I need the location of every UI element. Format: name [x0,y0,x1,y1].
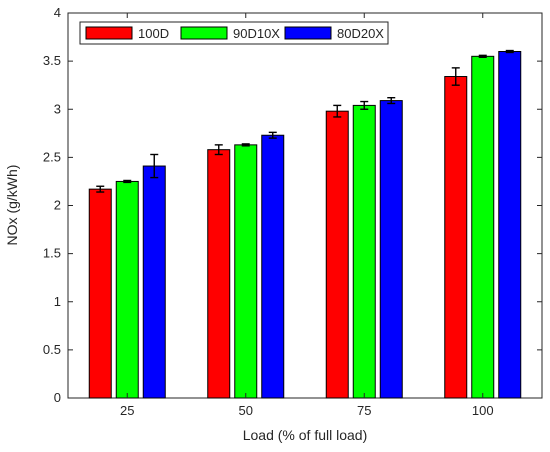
bar-80D20X-25 [142,165,166,399]
legend-swatch-80D20X [284,26,332,40]
bar-90D10X-50 [234,144,258,399]
bar-80D20X-50 [261,134,285,399]
bar-100D-50 [207,149,231,399]
y-tick-label: 1.5 [43,246,61,261]
x-tick-label: 100 [472,403,494,418]
y-tick-label: 1 [54,294,61,309]
y-tick-label: 0 [54,390,61,405]
y-tick-label: 3 [54,101,61,116]
legend-label-100D: 100D [138,26,169,41]
y-tick-label: 2.5 [43,149,61,164]
legend-label-80D20X: 80D20X [337,26,384,41]
bar-100D-25 [88,188,112,399]
y-tick-label: 3.5 [43,53,61,68]
bar-90D10X-75 [352,104,376,399]
x-tick-label: 50 [239,403,253,418]
bar-100D-100 [444,76,468,399]
legend: 100D 90D10X 80D20X [79,21,389,45]
bar-90D10X-25 [115,180,139,399]
legend-swatch-90D10X [180,26,228,40]
bar-80D20X-75 [379,100,403,399]
plot-area [67,12,543,399]
y-tick-label: 4 [54,5,61,20]
legend-swatch-100D [85,26,133,40]
x-tick-label: 25 [120,403,134,418]
bar-80D20X-100 [498,51,522,399]
ticks-layer: 0 0.5 1 1.5 2 2.5 3 3.5 4 25 50 75 100 [43,5,542,418]
bars-layer [88,49,522,399]
bar-100D-75 [325,110,349,399]
bar-90D10X-100 [471,55,495,399]
x-axis-label: Load (% of full load) [243,427,368,443]
legend-label-90D10X: 90D10X [233,26,280,41]
x-tick-label: 75 [357,403,371,418]
y-axis-label: NOx (g/kWh) [4,165,20,246]
y-tick-label: 2 [54,198,61,213]
y-tick-label: 0.5 [43,342,61,357]
